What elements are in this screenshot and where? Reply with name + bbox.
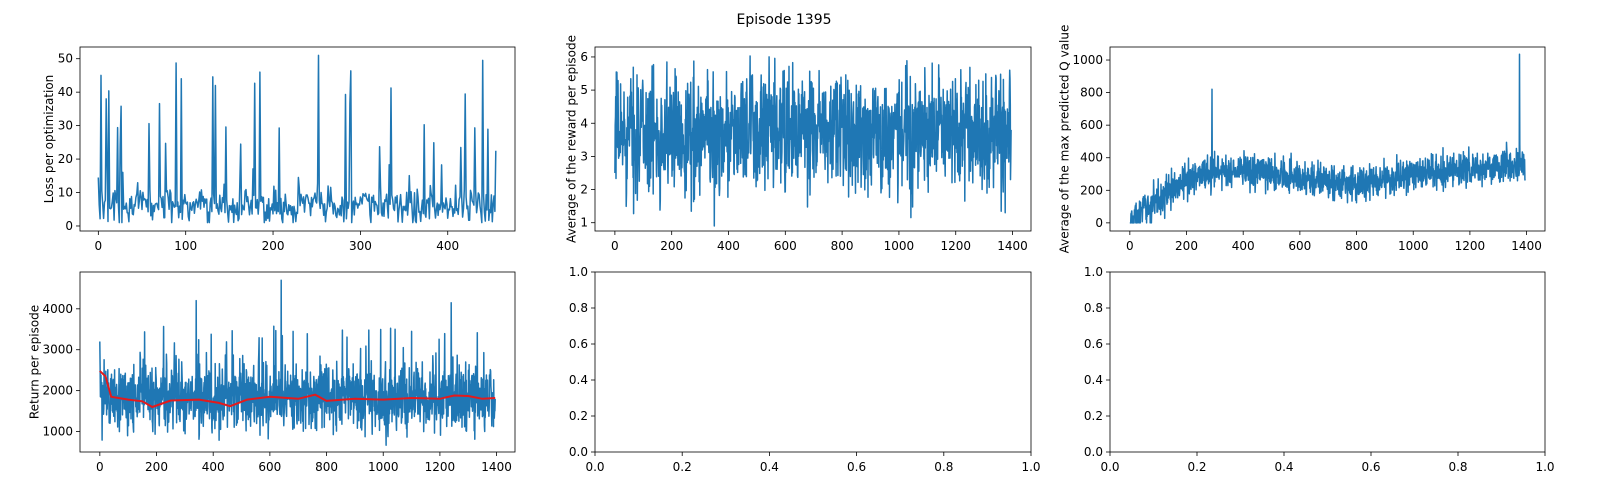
y-tick-label: 3 [580,149,588,163]
y-tick-label: 0.4 [1084,373,1103,387]
x-tick-label: 1000 [884,239,915,253]
y-tick-label: 1000 [1072,53,1103,67]
y-tick-label: 0.4 [569,373,588,387]
axes-frame [79,46,516,232]
mean-line [99,370,496,409]
y-tick-label: 200 [1080,183,1103,197]
y-tick-label: 600 [1080,118,1103,132]
x-tick-label: 1.0 [1535,460,1554,474]
axes-frame [79,271,516,453]
x-tick-label: 0 [611,239,619,253]
x-tick-label: 600 [1288,239,1311,253]
x-tick-label: 1400 [481,460,512,474]
x-tick-label: 200 [660,239,683,253]
y-tick-label: 0.2 [1084,409,1103,423]
axes-frame [1109,271,1546,453]
x-tick-label: 1000 [1398,239,1429,253]
x-tick-label: 800 [315,460,338,474]
y-tick-label: 2000 [42,384,73,398]
x-tick-label: 0.8 [1448,460,1467,474]
x-tick-label: 200 [145,460,168,474]
y-axis-label: Average of the max predicted Q value [1057,25,1071,254]
y-tick-label: 3000 [42,343,73,357]
y-tick-label: 4 [580,116,588,130]
x-tick-label: 1400 [1511,239,1542,253]
y-tick-label: 0.6 [1084,337,1103,351]
x-tick-label: 0 [1126,239,1134,253]
y-tick-label: 1000 [42,425,73,439]
x-tick-label: 600 [258,460,281,474]
series-line [1129,53,1526,224]
y-tick-label: 0 [65,219,73,233]
x-tick-label: 1000 [368,460,399,474]
y-tick-label: 6 [580,50,588,64]
x-tick-label: 1400 [997,239,1028,253]
x-tick-label: 0 [95,239,103,253]
x-tick-label: 0.0 [585,460,604,474]
y-tick-label: 50 [58,52,73,66]
series-line [614,55,1012,227]
y-tick-label: 0.8 [569,301,588,315]
x-tick-label: 200 [1175,239,1198,253]
x-tick-label: 0.4 [1274,460,1293,474]
x-tick-label: 400 [1232,239,1255,253]
axes-frame [594,46,1032,232]
y-axis-label: Loss per optimization [42,75,56,204]
x-tick-label: 1200 [425,460,456,474]
y-axis-label: Average of the reward per episode [565,35,579,243]
y-tick-label: 0.0 [569,445,588,459]
x-tick-label: 0.2 [1187,460,1206,474]
x-tick-label: 0 [96,460,104,474]
subplot-return: 0 200 400 600 800 1000 1200 1400 1000 2000 3000 400… [27,271,516,474]
axes-frame [594,271,1032,453]
y-tick-label: 5 [580,83,588,97]
x-tick-label: 0.6 [1361,460,1380,474]
x-tick-label: 800 [1345,239,1368,253]
x-tick-label: 0.0 [1100,460,1119,474]
subplot-max-q: 0 200 400 600 800 1000 1200 1400 0 200 400 600 800 10… [1057,25,1546,254]
y-tick-label: 2 [580,183,588,197]
x-tick-label: 800 [831,239,854,253]
x-tick-label: 100 [174,239,197,253]
y-tick-label: 1.0 [1084,265,1103,279]
y-tick-label: 40 [58,85,73,99]
x-tick-label: 600 [774,239,797,253]
x-tick-label: 400 [717,239,740,253]
subplot-empty-2: 0.0 0.2 0.4 0.6 0.8 1.0 0.0 0.2 0.4 0.6 0.8 1.0 [1084,265,1555,474]
y-tick-label: 0.8 [1084,301,1103,315]
series-line [99,279,496,447]
y-tick-label: 20 [58,152,73,166]
subplot-empty-1: 0.0 0.2 0.4 0.6 0.8 1.0 0.0 0.2 0.4 0.6 0.8 1.0 [569,265,1041,474]
y-tick-label: 1.0 [569,265,588,279]
y-tick-label: 0.0 [1084,445,1103,459]
y-tick-label: 400 [1080,151,1103,165]
y-tick-label: 10 [58,186,73,200]
y-tick-label: 30 [58,119,73,133]
y-tick-label: 4000 [42,302,73,316]
series-line [97,54,497,224]
figure-suptitle: Episode 1395 [736,12,831,28]
y-tick-label: 1 [580,216,588,230]
x-tick-label: 0.6 [847,460,866,474]
axes-frame [1109,46,1546,232]
x-tick-label: 300 [349,239,372,253]
x-tick-label: 0.4 [760,460,779,474]
y-tick-label: 0 [1095,216,1103,230]
x-tick-label: 1200 [940,239,971,253]
x-tick-label: 200 [262,239,285,253]
y-tick-label: 800 [1080,86,1103,100]
x-tick-label: 400 [436,239,459,253]
y-axis-label: Return per episode [27,305,41,419]
y-tick-label: 0.6 [569,337,588,351]
x-tick-label: 0.8 [934,460,953,474]
x-tick-label: 1.0 [1021,460,1040,474]
x-tick-label: 1200 [1455,239,1486,253]
x-tick-label: 400 [202,460,225,474]
x-tick-label: 0.2 [673,460,692,474]
y-tick-label: 0.2 [569,409,588,423]
